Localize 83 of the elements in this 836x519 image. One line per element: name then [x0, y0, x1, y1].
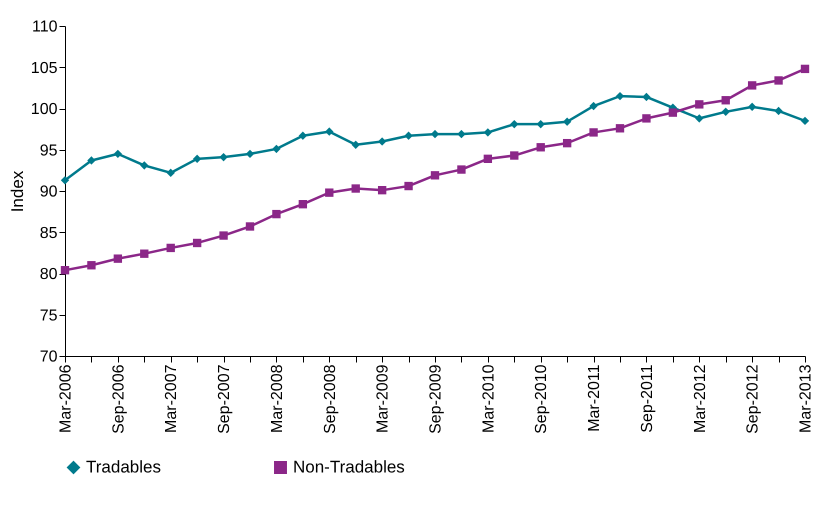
y-tick-label: 110 — [32, 18, 58, 36]
legend-label: Non-Tradables — [293, 458, 405, 477]
point — [140, 161, 148, 170]
point — [722, 96, 730, 104]
point — [219, 152, 228, 162]
point — [510, 120, 518, 128]
point — [457, 130, 466, 138]
x-tick-label: Sep-2011 — [638, 364, 656, 433]
point — [60, 176, 70, 184]
x-tick-label: Mar-2012 — [692, 364, 709, 433]
point — [404, 132, 413, 140]
point — [87, 261, 96, 270]
point — [616, 124, 624, 132]
x-tick-label: Sep-2008 — [322, 364, 339, 434]
y-tick-label: 100 — [30, 101, 58, 118]
point — [536, 143, 545, 152]
point — [298, 200, 308, 208]
point — [404, 182, 413, 190]
x-tick-label: Mar-2010 — [480, 364, 498, 433]
y-tick-label: 95 — [40, 142, 58, 160]
point — [166, 168, 175, 178]
x-tick-label: Sep-2006 — [110, 364, 128, 434]
point — [800, 64, 810, 74]
point — [114, 150, 122, 158]
point — [722, 108, 730, 116]
point — [748, 81, 756, 90]
point — [192, 238, 202, 248]
x-tick-label: Mar-2006 — [58, 364, 74, 433]
point — [774, 106, 783, 116]
point — [87, 156, 96, 165]
point — [325, 127, 334, 136]
y-tick-label: 70 — [40, 348, 58, 366]
y-axis-title: Index — [8, 170, 27, 212]
point — [298, 132, 308, 140]
point — [166, 244, 175, 252]
y-tick-label: 80 — [40, 266, 58, 283]
point — [378, 137, 386, 146]
x-tick-label: Sep-2007 — [216, 364, 234, 434]
point — [325, 188, 334, 197]
point — [430, 171, 440, 180]
point — [484, 128, 492, 137]
point — [800, 116, 810, 126]
point — [60, 266, 70, 274]
point — [352, 140, 360, 149]
x-tick-label: Mar-2013 — [798, 364, 814, 433]
point — [748, 102, 756, 112]
point — [246, 222, 254, 231]
point — [589, 128, 598, 137]
x-tick-label: Mar-2007 — [163, 364, 180, 433]
legend-label: Tradables — [86, 458, 161, 477]
point — [140, 250, 148, 258]
point — [562, 138, 572, 148]
point — [272, 144, 281, 154]
x-tick-label: Mar-2008 — [268, 364, 286, 433]
point — [219, 231, 228, 240]
x-tick-label: Sep-2009 — [428, 364, 444, 434]
point — [457, 165, 466, 174]
point — [114, 254, 122, 263]
x-tick-label: Mar-2011 — [586, 364, 604, 432]
y-tick-label: 90 — [40, 184, 58, 200]
point — [484, 154, 492, 164]
point — [668, 108, 678, 117]
point — [695, 100, 704, 109]
point — [192, 154, 202, 164]
point — [589, 102, 598, 110]
point — [510, 151, 518, 160]
y-tick-label: 105 — [30, 60, 58, 77]
point — [272, 210, 281, 218]
point — [774, 76, 783, 85]
y-tick-label: 85 — [40, 224, 58, 242]
point — [642, 92, 651, 102]
point — [246, 150, 254, 158]
x-tick-label: Sep-2010 — [533, 364, 550, 434]
x-tick-label: Mar-2009 — [374, 364, 392, 433]
point — [695, 114, 704, 123]
point — [430, 130, 440, 138]
point — [642, 114, 651, 123]
point — [536, 120, 545, 128]
x-tick-label: Sep-2012 — [744, 364, 762, 434]
point — [352, 184, 360, 193]
point — [378, 186, 386, 194]
y-tick-label: 75 — [40, 307, 58, 324]
point — [562, 118, 572, 126]
